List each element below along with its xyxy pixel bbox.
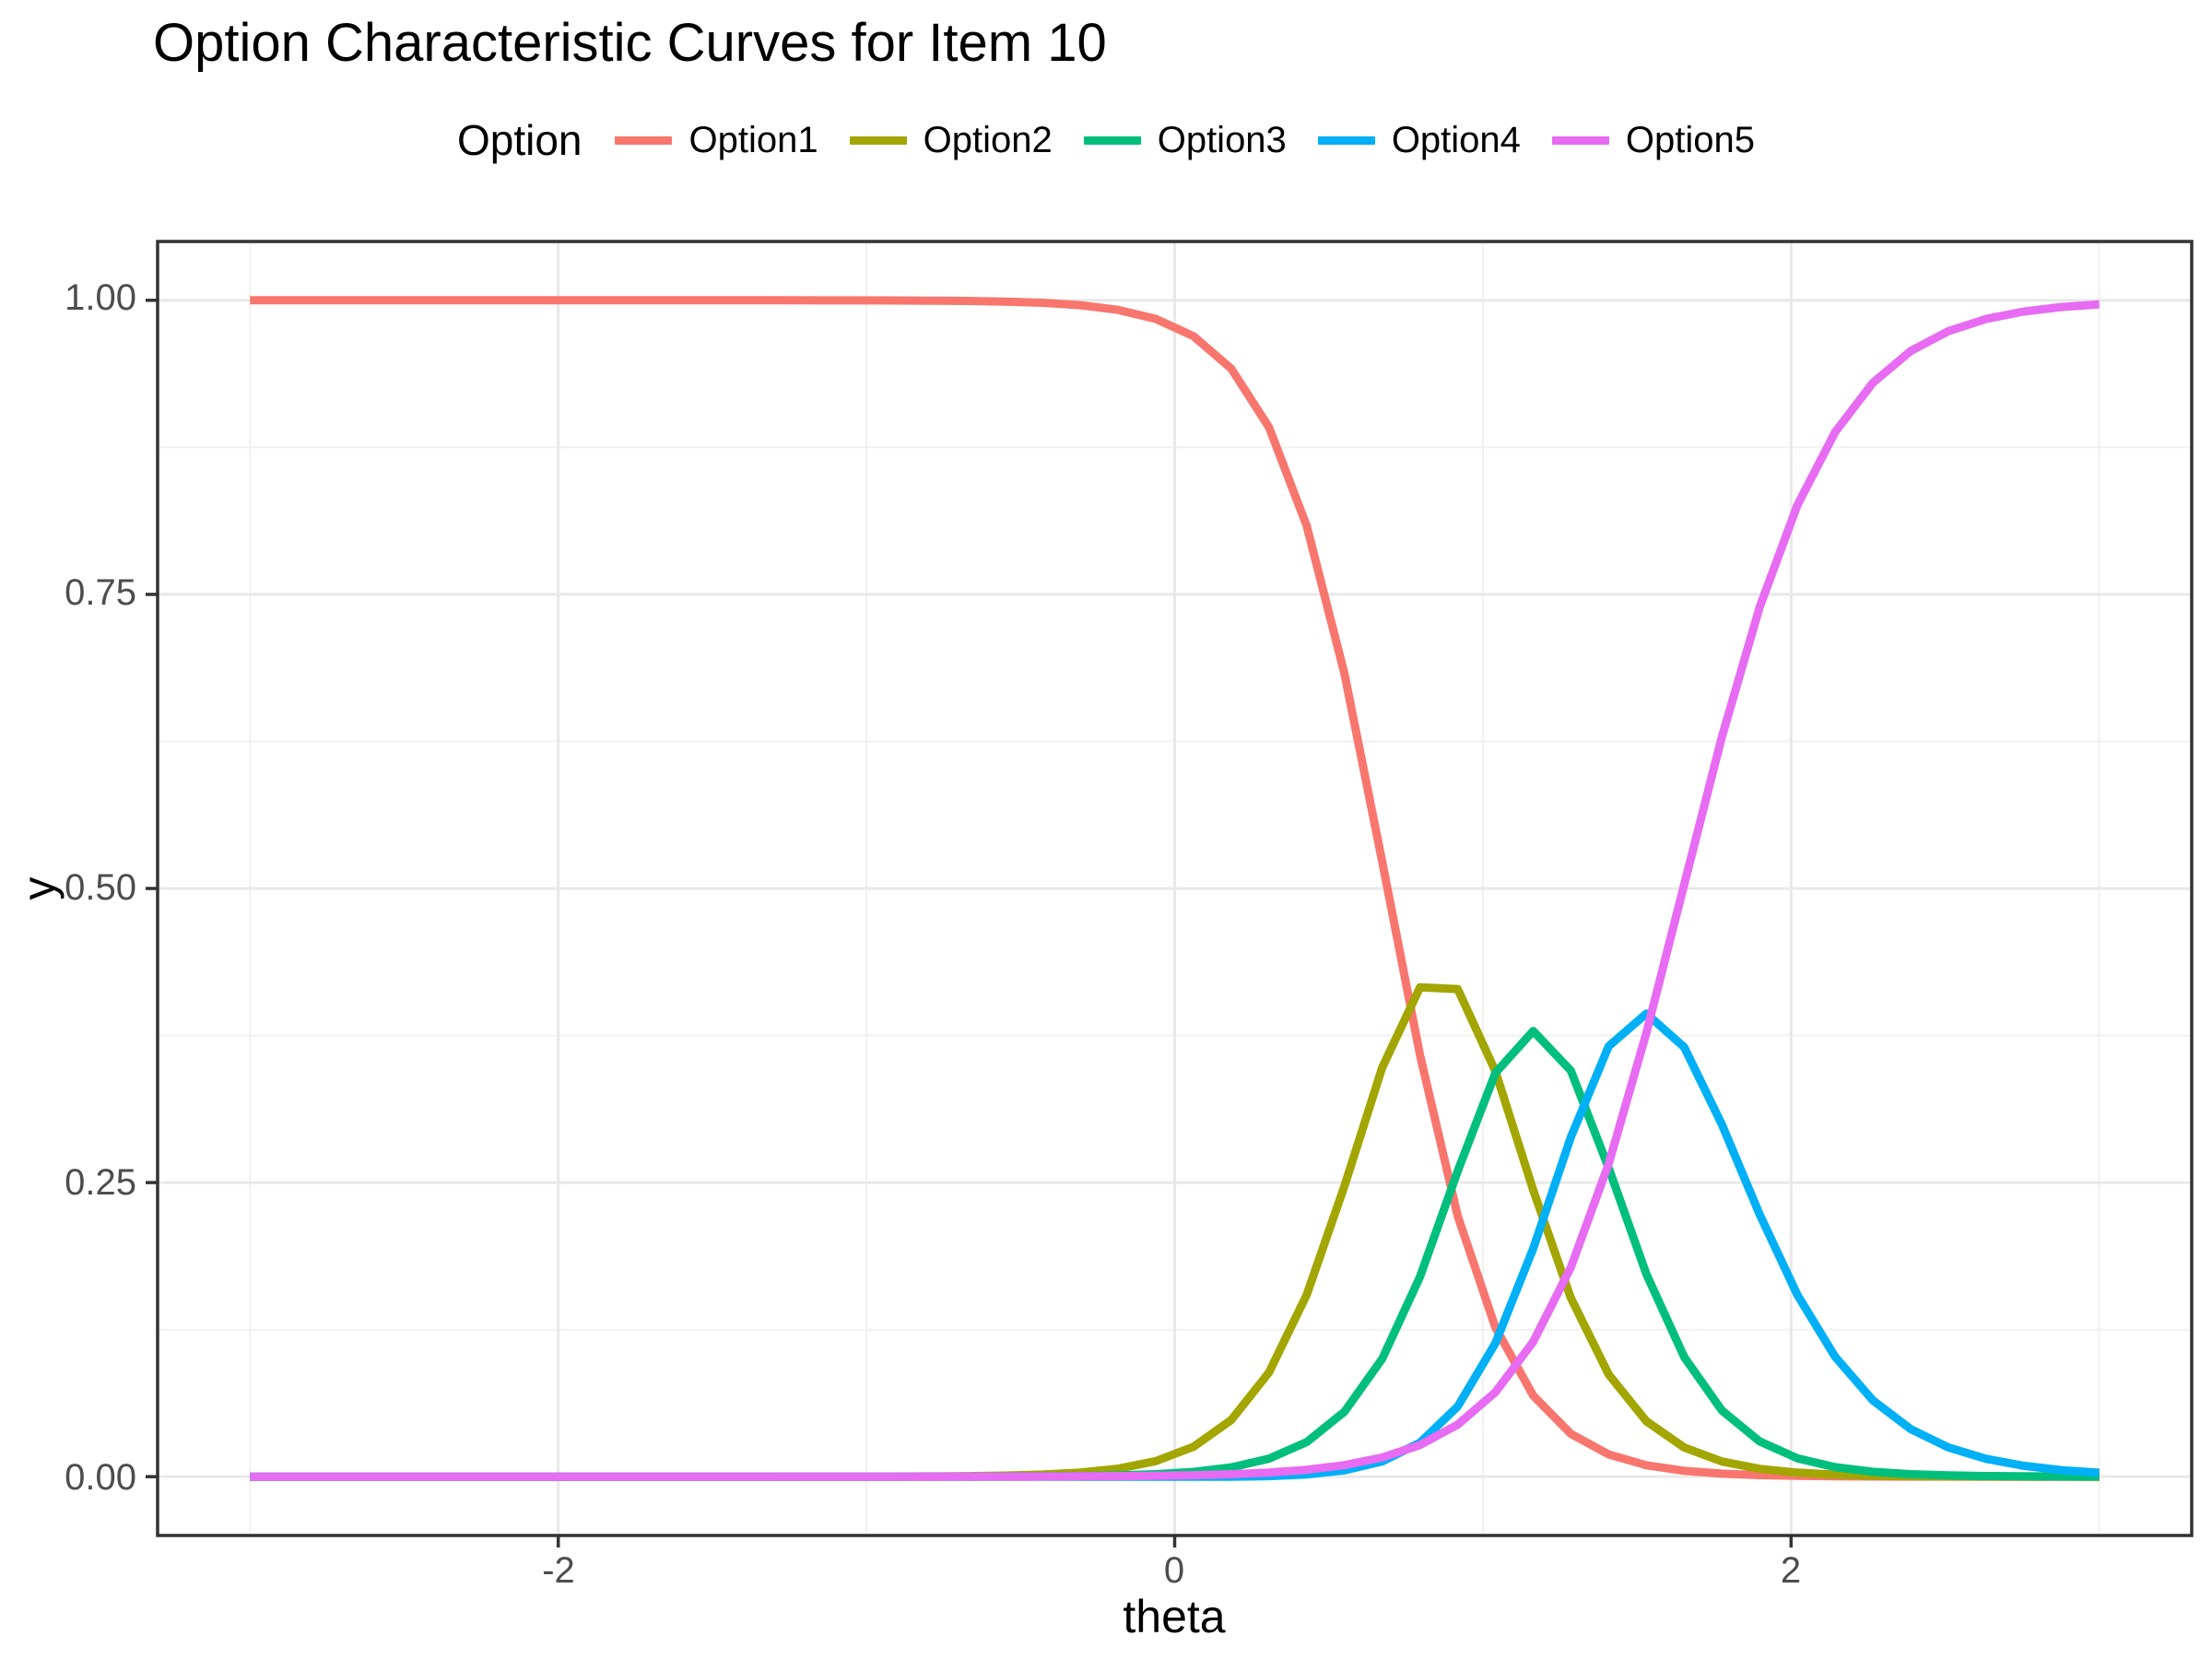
y-tick-label-025: 0.25 — [65, 1162, 136, 1203]
legend-label-option3: Option3 — [1157, 119, 1287, 160]
legend-key-option5 — [1551, 135, 1609, 145]
legend-key-option3 — [1083, 135, 1141, 145]
legend-key-option1 — [615, 135, 673, 145]
y-tick-label-000: 0.00 — [65, 1457, 136, 1498]
x-tick-label-0: 0 — [1163, 1550, 1185, 1591]
legend-label-option1: Option1 — [688, 119, 818, 160]
y-tick-label-100: 1.00 — [65, 277, 136, 318]
legend-item-option2: Option2 — [849, 119, 1053, 161]
legend-label-option4: Option4 — [1391, 119, 1521, 160]
legend-title: Option — [456, 116, 582, 164]
legend-item-option4: Option4 — [1317, 119, 1521, 161]
y-tick-label-075: 0.75 — [65, 572, 136, 613]
legend-item-option3: Option3 — [1083, 119, 1287, 161]
legend-label-option5: Option5 — [1625, 119, 1756, 160]
chart-title: Option Characteristic Curves for Item 10 — [153, 13, 1107, 73]
legend-key-option4 — [1317, 135, 1375, 145]
y-axis-title: y — [13, 877, 65, 900]
legend-key-option2 — [849, 135, 907, 145]
x-tick-label-2: 2 — [1780, 1550, 1802, 1591]
legend-item-option5: Option5 — [1551, 119, 1756, 161]
legend-item-option1: Option1 — [615, 120, 818, 161]
legend-label-option2: Option2 — [923, 119, 1053, 160]
curve-option5 — [250, 300, 2100, 1481]
x-axis-title: theta — [1123, 1591, 1226, 1642]
legend: Option Option1 Option2 Option3 Option4 O… — [0, 109, 2212, 171]
y-tick-label-050: 0.50 — [65, 867, 136, 908]
x-tick-label-neg2: -2 — [542, 1550, 575, 1591]
